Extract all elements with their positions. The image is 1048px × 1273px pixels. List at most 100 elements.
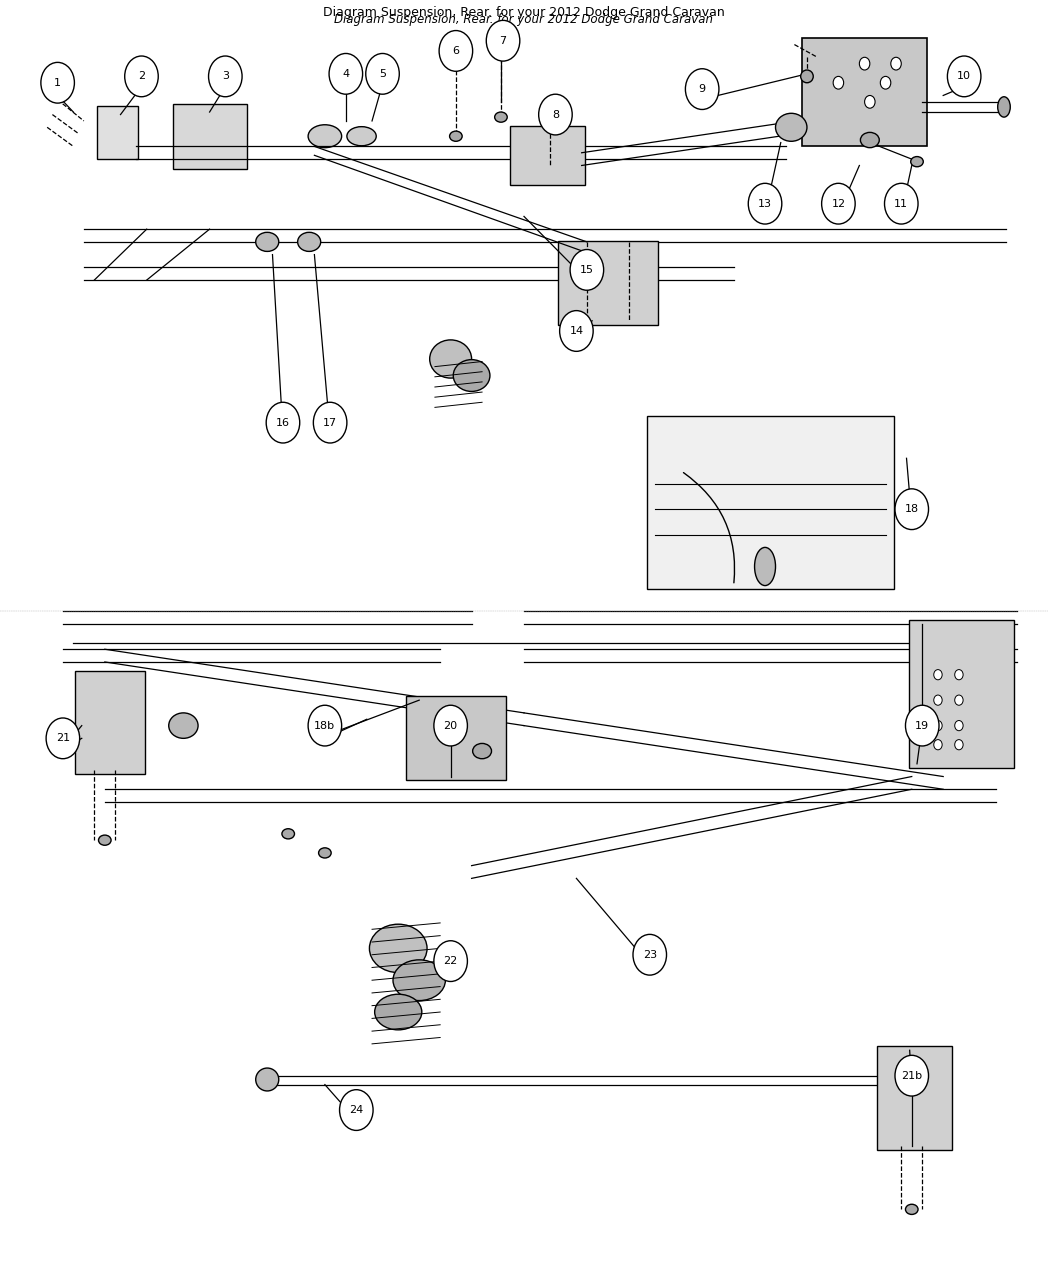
Ellipse shape [369,924,428,973]
Circle shape [329,53,363,94]
Circle shape [955,721,963,731]
Circle shape [685,69,719,109]
Text: 2: 2 [138,71,145,81]
Circle shape [895,1055,929,1096]
Ellipse shape [298,233,321,252]
Ellipse shape [905,1204,918,1214]
Text: 17: 17 [323,418,337,428]
Circle shape [748,183,782,224]
Circle shape [955,740,963,750]
Circle shape [313,402,347,443]
Text: 10: 10 [957,71,971,81]
Circle shape [366,53,399,94]
Text: Diagram Suspension, Rear. for your 2012 Dodge Grand Caravan: Diagram Suspension, Rear. for your 2012 … [334,13,714,25]
Circle shape [934,721,942,731]
Circle shape [885,183,918,224]
Text: 21b: 21b [901,1071,922,1081]
Ellipse shape [911,157,923,167]
Ellipse shape [755,547,776,586]
Text: 15: 15 [580,265,594,275]
Circle shape [934,740,942,750]
FancyBboxPatch shape [802,38,927,146]
Text: 3: 3 [222,71,228,81]
Text: 1: 1 [54,78,61,88]
Ellipse shape [347,127,376,146]
Circle shape [539,94,572,135]
Text: 23: 23 [642,950,657,960]
FancyBboxPatch shape [510,126,585,185]
Text: 8: 8 [552,109,559,120]
Text: 19: 19 [915,721,930,731]
Ellipse shape [375,994,421,1030]
Circle shape [633,934,667,975]
Text: 22: 22 [443,956,458,966]
Circle shape [822,183,855,224]
Circle shape [891,57,901,70]
Circle shape [434,705,467,746]
Ellipse shape [169,713,198,738]
Ellipse shape [99,835,111,845]
Circle shape [340,1090,373,1130]
Ellipse shape [473,743,492,759]
Ellipse shape [450,131,462,141]
Text: 24: 24 [349,1105,364,1115]
Ellipse shape [319,848,331,858]
Text: 12: 12 [831,199,846,209]
Circle shape [570,250,604,290]
Ellipse shape [256,1068,279,1091]
FancyBboxPatch shape [173,104,247,169]
Circle shape [125,56,158,97]
Circle shape [434,941,467,981]
Ellipse shape [308,125,342,148]
Circle shape [880,76,891,89]
Ellipse shape [860,132,879,148]
Ellipse shape [801,70,813,83]
Ellipse shape [282,829,294,839]
Text: 7: 7 [500,36,506,46]
Circle shape [560,311,593,351]
Text: 9: 9 [699,84,705,94]
FancyBboxPatch shape [647,416,894,589]
Text: 13: 13 [758,199,772,209]
Text: 4: 4 [343,69,349,79]
FancyBboxPatch shape [406,696,506,780]
Ellipse shape [776,113,807,141]
Circle shape [308,705,342,746]
Circle shape [934,670,942,680]
Circle shape [947,56,981,97]
Circle shape [46,718,80,759]
Circle shape [955,695,963,705]
Text: 21: 21 [56,733,70,743]
FancyBboxPatch shape [909,620,1014,768]
Text: 20: 20 [443,721,458,731]
FancyBboxPatch shape [877,1046,952,1150]
Text: Diagram Suspension, Rear. for your 2012 Dodge Grand Caravan: Diagram Suspension, Rear. for your 2012 … [323,6,725,19]
Circle shape [859,57,870,70]
Ellipse shape [453,360,490,392]
Ellipse shape [393,960,445,1001]
FancyBboxPatch shape [97,106,138,159]
Circle shape [41,62,74,103]
Ellipse shape [256,233,279,252]
FancyBboxPatch shape [558,241,658,325]
Circle shape [955,670,963,680]
Text: 18b: 18b [314,721,335,731]
Circle shape [486,20,520,61]
Circle shape [895,489,929,530]
Text: 11: 11 [894,199,909,209]
Circle shape [833,76,844,89]
Ellipse shape [495,112,507,122]
Text: 18: 18 [904,504,919,514]
Text: 16: 16 [276,418,290,428]
Text: 5: 5 [379,69,386,79]
Ellipse shape [998,97,1010,117]
Text: 14: 14 [569,326,584,336]
Circle shape [934,695,942,705]
Circle shape [905,705,939,746]
Circle shape [266,402,300,443]
FancyBboxPatch shape [75,671,145,774]
Circle shape [209,56,242,97]
Text: 6: 6 [453,46,459,56]
Circle shape [439,31,473,71]
Circle shape [865,95,875,108]
